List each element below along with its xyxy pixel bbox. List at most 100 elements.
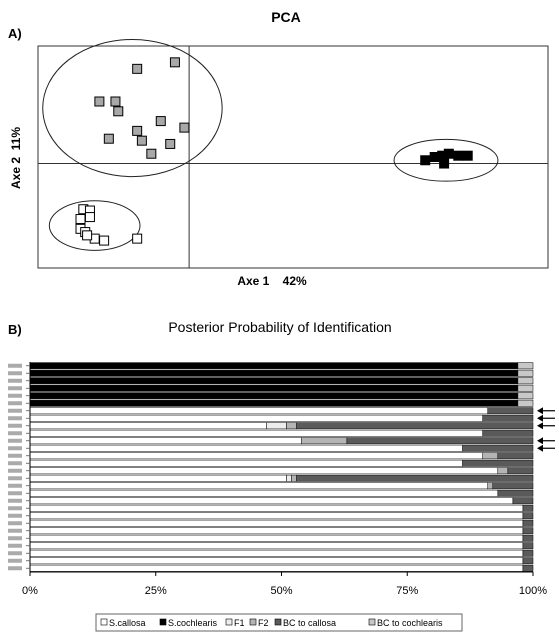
bar-segment-s-callosa xyxy=(29,534,524,542)
row-tick-label xyxy=(8,521,22,526)
legend-label: F1 xyxy=(234,618,245,628)
row-tick-label xyxy=(8,566,22,571)
bar-segment-bc-to-callosa xyxy=(497,452,534,460)
row-tick-label xyxy=(8,498,22,503)
x-tick-label: 0% xyxy=(22,585,38,597)
bar-segment-s-callosa xyxy=(29,429,483,437)
legend-label: BC to cochlearis xyxy=(377,618,443,628)
bar-segment-s-callosa xyxy=(29,542,524,550)
bar-segment-s-callosa xyxy=(29,422,267,430)
bar-segment-f2 xyxy=(286,422,297,430)
bar-segment-f2 xyxy=(482,452,499,460)
legend-swatch-bc-to-callosa xyxy=(274,618,282,626)
row-tick-label xyxy=(8,446,22,451)
bar-segment-bc-to-cochlearis xyxy=(517,369,534,377)
pca-point-gray-square xyxy=(155,116,166,127)
legend-label: BC to callosa xyxy=(283,618,336,628)
bar-segment-bc-to-callosa xyxy=(487,407,534,415)
pca-ellipses xyxy=(42,38,499,251)
pca-point-gray-square xyxy=(169,57,180,68)
x-tick-label: 100% xyxy=(519,585,547,597)
bar-segment-bc-to-callosa xyxy=(522,564,534,572)
bar-rows xyxy=(29,362,534,572)
bar-segment-s-cochlearis xyxy=(29,369,519,377)
bar-segment-bc-to-cochlearis xyxy=(517,399,534,407)
arrow-head xyxy=(537,407,543,415)
row-tick-label xyxy=(8,513,22,518)
row-tick-label xyxy=(8,468,22,473)
row-tick-label xyxy=(8,386,22,391)
pca-point-black-square xyxy=(443,148,454,159)
pca-point-gray-square xyxy=(165,138,176,149)
panel-a-label: A) xyxy=(8,26,22,41)
pca-point-gray-square xyxy=(146,148,157,159)
pca-point-white-square xyxy=(75,214,86,225)
row-tick-labels xyxy=(8,363,30,571)
legend-swatch-bc-to-cochlearis xyxy=(368,618,376,626)
x-tick-label: 50% xyxy=(270,585,292,597)
row-tick-label xyxy=(8,461,22,466)
pca-point-gray-square xyxy=(132,63,143,74)
arrow-head xyxy=(537,414,543,422)
panel-b-label: B) xyxy=(8,322,22,337)
bar-segment-s-callosa xyxy=(29,452,483,460)
bar-segment-bc-to-callosa xyxy=(522,504,534,512)
pca-point-gray-square xyxy=(110,96,121,107)
bar-x-ticks: 0% 25% 50% 75% 100% xyxy=(22,571,547,597)
pca-plot-area xyxy=(37,45,549,269)
bar-segment-f1 xyxy=(266,422,287,430)
bar-segment-s-callosa xyxy=(29,557,524,565)
arrow-head xyxy=(537,437,543,445)
bar-segment-bc-to-callosa xyxy=(482,429,534,437)
arrow-head xyxy=(537,422,543,430)
row-tick-label xyxy=(8,363,22,368)
bar-segment-f2 xyxy=(497,467,509,475)
bar-segment-bc-to-callosa xyxy=(482,414,534,422)
legend: S.callosa S.cochlearis F1 F2 BC to callosa BC… xyxy=(95,613,463,632)
bar-segment-bc-to-callosa xyxy=(462,459,534,467)
bar-segment-f2 xyxy=(291,474,297,482)
row-tick-label xyxy=(8,438,22,443)
bar-segment-bc-to-cochlearis xyxy=(517,377,534,385)
bar-segment-s-cochlearis xyxy=(29,399,519,407)
bar-segment-s-cochlearis xyxy=(29,384,519,392)
bar-segment-bc-to-cochlearis xyxy=(517,362,534,370)
pca-point-gray-square xyxy=(179,122,190,133)
row-tick-label xyxy=(8,423,22,428)
pca-title: PCA xyxy=(271,9,301,25)
row-tick-label xyxy=(8,543,22,548)
bar-segment-s-callosa xyxy=(29,407,488,415)
bar-segment-bc-to-callosa xyxy=(296,422,534,430)
pca-point-gray-square xyxy=(113,106,124,117)
pca-points xyxy=(75,57,473,246)
bar-chart-title: Posterior Probability of Identification xyxy=(168,319,391,335)
bar-segment-bc-to-callosa xyxy=(522,542,534,550)
legend-label: S.callosa xyxy=(109,618,146,628)
row-tick-label xyxy=(8,393,22,398)
bar-segment-s-callosa xyxy=(29,527,524,535)
arrow-markers xyxy=(537,407,555,452)
pca-point-gray-square xyxy=(132,125,143,136)
row-tick-label xyxy=(8,401,22,406)
bar-segment-s-cochlearis xyxy=(29,392,519,400)
row-tick-label xyxy=(8,536,22,541)
bar-segment-s-callosa xyxy=(29,467,499,475)
pca-point-gray-square xyxy=(103,133,114,144)
bar-segment-bc-to-callosa xyxy=(507,467,534,475)
bar-segment-s-cochlearis xyxy=(29,377,519,385)
bar-segment-bc-to-callosa xyxy=(522,512,534,520)
bar-segment-f2 xyxy=(487,482,494,490)
bar-segment-s-callosa xyxy=(29,414,483,422)
bar-segment-s-callosa xyxy=(29,474,287,482)
bar-segment-bc-to-cochlearis xyxy=(517,384,534,392)
bar-segment-s-callosa xyxy=(29,549,524,557)
bar-segment-s-cochlearis xyxy=(29,362,519,370)
row-tick-label xyxy=(8,378,22,383)
pca-point-white-square xyxy=(84,212,95,223)
row-tick-label xyxy=(8,408,22,413)
legend-label: S.cochlearis xyxy=(168,618,218,628)
row-tick-label xyxy=(8,483,22,488)
bar-segment-f2 xyxy=(301,437,348,445)
pca-point-white-square xyxy=(99,235,110,246)
bar-segment-s-callosa xyxy=(29,497,514,505)
